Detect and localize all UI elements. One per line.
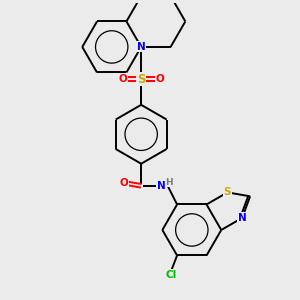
Text: Cl: Cl: [166, 270, 177, 280]
Text: O: O: [118, 74, 127, 84]
Text: S: S: [137, 73, 146, 86]
Text: N: N: [238, 213, 247, 223]
Text: H: H: [165, 178, 173, 187]
Text: O: O: [155, 74, 164, 84]
Text: S: S: [224, 188, 231, 197]
Text: N: N: [157, 181, 165, 191]
Text: N: N: [137, 42, 146, 52]
Text: O: O: [120, 178, 128, 188]
